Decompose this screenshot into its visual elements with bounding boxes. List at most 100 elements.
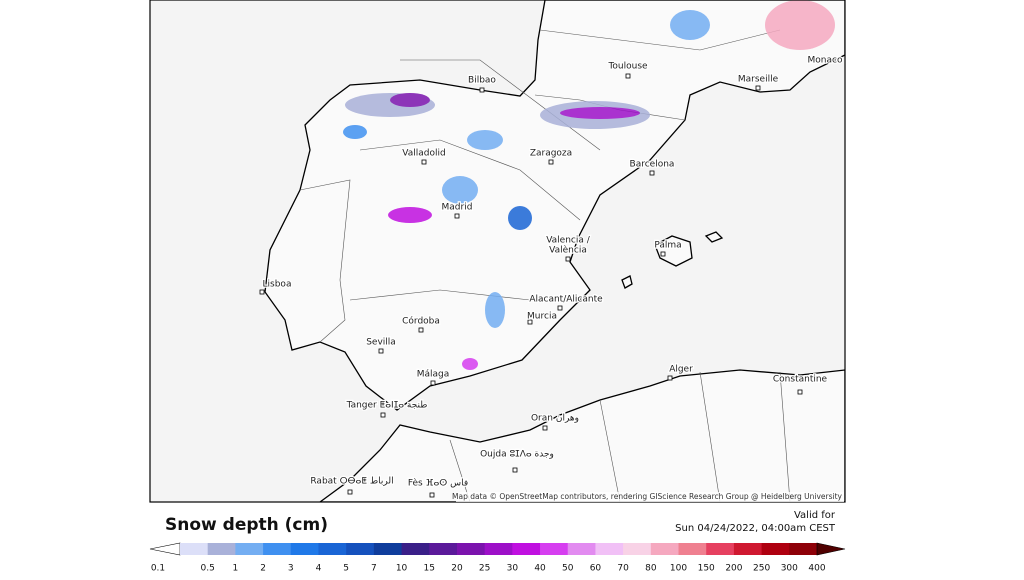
- city-label: Madrid: [442, 203, 473, 213]
- menorca: [704, 231, 724, 243]
- city-label: Palma: [654, 241, 681, 251]
- snow: [343, 0, 835, 370]
- colorbar-bin: [567, 543, 596, 555]
- colorbar-low: [149, 542, 181, 556]
- colorbar-bin: [706, 543, 735, 555]
- colorbar-tick-label: 50: [562, 564, 574, 574]
- colorbar-tick-label: 40: [534, 564, 546, 574]
- city-label: Monaco: [808, 56, 843, 66]
- colorbar-bin: [595, 543, 624, 555]
- colorbar-bin: [180, 543, 209, 555]
- colorbar-tick-label: 7: [371, 564, 377, 574]
- city-label: Oran وهران: [531, 414, 579, 424]
- colorbar-bin: [207, 543, 236, 555]
- colorbar-tick-label: 250: [753, 564, 770, 574]
- colorbar-bin: [761, 543, 790, 555]
- colorbar-tick-label: 0.5: [201, 564, 215, 574]
- colorbar-tick-label: 25: [479, 564, 490, 574]
- attribution-bg: [456, 492, 844, 502]
- city-marker: [548, 159, 554, 165]
- colorbar-bin: [650, 543, 680, 555]
- city-label: Valencia /: [546, 236, 591, 246]
- colorbar-tick-label: 10: [396, 564, 408, 574]
- colorbar-tick-label: 1: [233, 564, 239, 574]
- city-marker: [527, 319, 533, 325]
- colorbar-bin: [789, 543, 818, 555]
- city-label: Rabat ⵔⴱⴰⵟ الرباط: [310, 477, 393, 487]
- colorbar-bin: [484, 543, 513, 555]
- city-label: Oujda ⵓⵊⴷⴰ وجدة: [480, 450, 554, 460]
- colorbar-bin: [346, 543, 375, 555]
- city-label: Alacant/Alicante: [529, 295, 603, 305]
- colorbar-tick-label: 60: [590, 564, 602, 574]
- colorbar-bin: [290, 543, 319, 555]
- colorbar-bin: [373, 543, 403, 555]
- city-marker: [660, 251, 666, 257]
- city-marker: [418, 327, 424, 333]
- colorbar-bin: [678, 543, 707, 555]
- city-label: Alger: [669, 365, 693, 375]
- city-label: Zaragoza: [530, 149, 572, 159]
- city-marker: [557, 305, 563, 311]
- map: Toulouse Marseille Monaco Bilbao Valladolid Z…: [149, 0, 846, 503]
- colorbar-bin: [263, 543, 292, 555]
- valid-label: Valid for: [794, 510, 836, 521]
- city-marker: [429, 492, 435, 498]
- colorbar-tick-label: 80: [645, 564, 657, 574]
- cities: Toulouse Marseille Monaco Bilbao Valladolid Z…: [259, 54, 844, 498]
- valid-time: Sun 04/24/2022, 04:00am CEST: [675, 523, 836, 534]
- city-marker: [454, 213, 460, 219]
- city-marker: [797, 389, 803, 395]
- colorbar-tick-label: 0.1: [151, 564, 165, 574]
- city-marker: [378, 348, 384, 354]
- ibiza: [621, 275, 633, 289]
- city-marker: [421, 159, 427, 165]
- colorbar-tick-label: 4: [316, 564, 322, 574]
- attribution: Map data © OpenStreetMap contributors, r…: [452, 492, 843, 501]
- city-marker: [512, 467, 518, 473]
- colorbar-tick-label: 5: [343, 564, 349, 574]
- colorbar-bin: [733, 543, 763, 555]
- colorbar-bin: [456, 543, 486, 555]
- colorbar-tick-label: 100: [670, 564, 687, 574]
- colorbar-tick-label: 30: [507, 564, 519, 574]
- city-label: Lisboa: [263, 280, 292, 290]
- city-label: Toulouse: [607, 62, 648, 72]
- colorbar: 0.1 0.5 1 2 3 4 5 7 10 15 20 25 30 40 50 60 70 80 100 150 20…: [149, 542, 846, 574]
- city-marker: [430, 380, 436, 386]
- city-label: Tanger ⵟⴰⵏⵊⴰ طنجة: [346, 401, 428, 411]
- colorbar-tick-label: 20: [451, 564, 463, 574]
- city-marker: [259, 289, 265, 295]
- colorbar-bin: [540, 543, 569, 555]
- city-label: Constantine: [773, 375, 828, 385]
- mallorca: [654, 235, 693, 267]
- colorbar-tick-label: 3: [288, 564, 294, 574]
- city-marker: [380, 412, 386, 418]
- city-marker: [565, 256, 571, 262]
- city-label: Málaga: [417, 370, 450, 380]
- colorbar-tick-label: 150: [698, 564, 715, 574]
- city-marker: [542, 425, 548, 431]
- city-label: Marseille: [738, 75, 779, 85]
- city-label: Barcelona: [630, 160, 675, 170]
- city-marker: [347, 489, 353, 495]
- colorbar-bin: [429, 543, 458, 555]
- colorbar-high: [816, 542, 846, 556]
- colorbar-tick-label: 15: [424, 564, 435, 574]
- colorbar-tick-label: 200: [725, 564, 742, 574]
- city-marker: [649, 170, 655, 176]
- city-label: Sevilla: [366, 338, 396, 348]
- colorbar-bin: [623, 543, 652, 555]
- colorbar-tick-label: 70: [617, 564, 629, 574]
- city-label: Valladolid: [402, 149, 445, 159]
- city-marker: [667, 375, 673, 381]
- legend-title: Snow depth (cm): [165, 515, 328, 535]
- city-label: Bilbao: [468, 76, 496, 86]
- city-marker: [755, 85, 761, 91]
- colorbar-tick-label: 300: [781, 564, 798, 574]
- city-label: València: [549, 245, 587, 256]
- north-africa: [318, 369, 845, 502]
- city-marker: [479, 87, 485, 93]
- colorbar-bin: [318, 543, 347, 555]
